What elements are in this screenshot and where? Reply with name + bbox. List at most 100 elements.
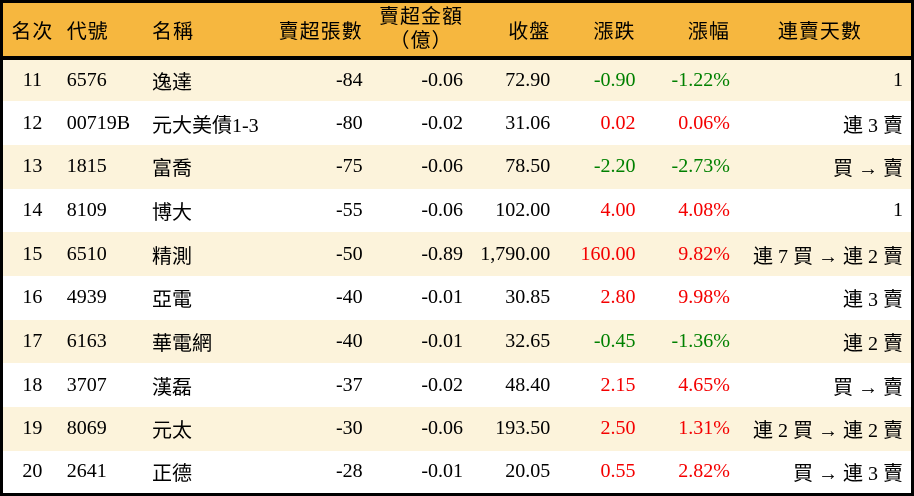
- cell-code: 00719B: [66, 111, 131, 134]
- cell-streak: 買 → 連 3 賣: [793, 463, 903, 486]
- cell-close: 78.50: [505, 155, 551, 178]
- cell-close: 30.85: [505, 286, 551, 309]
- col-header-code: 代號: [61, 1, 147, 60]
- cell-streak: 連 3 賣: [843, 289, 903, 312]
- table-row: 16 4939 亞電 -40 -0.01 30.85 2.80 9.98% 連 3 賣: [1, 275, 913, 320]
- cell-volume: -75: [336, 155, 363, 178]
- cell-change_pct: -2.73%: [671, 155, 730, 178]
- cell-close: 72.90: [505, 68, 551, 91]
- cell-change: 0.02: [600, 111, 636, 134]
- cell-rank: 16: [22, 286, 43, 309]
- cell-rank: 14: [22, 198, 43, 221]
- cell-volume: -37: [336, 373, 363, 396]
- col-header-amount-stack: 賣超金額 （億）: [379, 5, 463, 53]
- cell-change_pct: 2.82%: [678, 460, 730, 483]
- cell-code: 6576: [66, 68, 107, 91]
- col-header-amount: 賣超金額 （億）: [367, 1, 468, 60]
- cell-streak: 連 2 賣: [843, 332, 903, 355]
- cell-streak: 連 7 買 → 連 2 賣: [753, 245, 903, 268]
- cell-volume: -84: [336, 68, 363, 91]
- cell-rank: 20: [22, 460, 43, 483]
- cell-change: 2.80: [600, 286, 636, 309]
- cell-streak: 連 2 買 → 連 2 賣: [753, 420, 903, 443]
- cell-change_pct: -1.36%: [671, 329, 730, 352]
- cell-change_pct: -1.22%: [671, 68, 730, 91]
- cell-change: -2.20: [593, 155, 636, 178]
- cell-code: 6163: [66, 329, 107, 352]
- col-header-volume: 賣超張數: [267, 1, 368, 60]
- cell-volume: -55: [336, 198, 363, 221]
- cell-volume: -28: [336, 460, 363, 483]
- cell-name: 亞電: [151, 289, 192, 312]
- col-header-change-pct: 漲幅: [640, 1, 736, 60]
- cell-change: 4.00: [600, 198, 636, 221]
- cell-name: 精測: [151, 245, 192, 268]
- cell-streak: 買 → 賣: [833, 158, 903, 181]
- table-body: 11 6576 逸達 -84 -0.06 72.90 -0.90 -1.22% 1 12 00719…: [1, 57, 913, 495]
- cell-amount: -0.06: [421, 417, 463, 440]
- table-row: 15 6510 精測 -50 -0.89 1,790.00 160.00 9.82% 連 7 買…: [1, 232, 913, 276]
- cell-amount: -0.01: [421, 329, 463, 352]
- cell-code: 4939: [66, 286, 107, 309]
- cell-amount: -0.01: [421, 286, 463, 309]
- cell-rank: 12: [22, 111, 43, 134]
- cell-change: 0.55: [600, 460, 636, 483]
- col-header-streak: 連賣天數: [735, 1, 913, 60]
- cell-amount: -0.02: [421, 373, 463, 396]
- cell-volume: -40: [336, 329, 363, 352]
- cell-rank: 15: [22, 242, 43, 265]
- table-row: 18 3707 漢磊 -37 -0.02 48.40 2.15 4.65% 買 → 賣: [1, 363, 913, 407]
- cell-rank: 19: [22, 417, 43, 440]
- cell-name: 富喬: [151, 158, 192, 181]
- cell-change: 2.15: [600, 373, 636, 396]
- table-row: 19 8069 元太 -30 -0.06 193.50 2.50 1.31% 連 2 買 → 連…: [1, 407, 913, 451]
- table-row: 12 00719B 元大美債1-3 -80 -0.02 31.06 0.02 0.06% 連 3…: [1, 101, 913, 145]
- cell-amount: -0.06: [421, 198, 463, 221]
- cell-change_pct: 0.06%: [678, 111, 730, 134]
- cell-volume: -40: [336, 286, 363, 309]
- cell-close: 1,790.00: [480, 242, 551, 265]
- cell-amount: -0.06: [421, 68, 463, 91]
- cell-rank: 18: [22, 373, 43, 396]
- col-header-close: 收盤: [468, 1, 556, 60]
- cell-streak: 連 3 賣: [843, 114, 903, 137]
- table-row: 14 8109 博大 -55 -0.06 102.00 4.00 4.08% 1: [1, 188, 913, 233]
- table-row: 13 1815 富喬 -75 -0.06 78.50 -2.20 -2.73% 買 → 賣: [1, 144, 913, 189]
- cell-volume: -30: [336, 417, 363, 440]
- table-header: 名次 代號 名稱 賣超張數 賣超金額 （億） 收盤 漲跌 漲幅 連賣天數: [1, 1, 913, 60]
- cell-name: 正德: [151, 463, 192, 486]
- header-row: 名次 代號 名稱 賣超張數 賣超金額 （億） 收盤 漲跌 漲幅 連賣天數: [1, 1, 913, 60]
- cell-name: 華電網: [151, 332, 212, 355]
- col-header-amount-line1: 賣超金額: [379, 6, 463, 29]
- cell-amount: -0.01: [421, 460, 463, 483]
- cell-code: 2641: [66, 460, 107, 483]
- cell-change_pct: 4.08%: [678, 198, 730, 221]
- cell-name: 逸達: [151, 71, 192, 94]
- cell-change: 160.00: [580, 242, 636, 265]
- cell-streak: 買 → 賣: [833, 376, 903, 399]
- col-header-name: 名稱: [146, 1, 268, 60]
- cell-change_pct: 4.65%: [678, 373, 730, 396]
- cell-code: 3707: [66, 373, 107, 396]
- cell-change: -0.90: [593, 68, 636, 91]
- cell-code: 8109: [66, 198, 107, 221]
- cell-close: 193.50: [495, 417, 551, 440]
- cell-rank: 11: [22, 68, 42, 91]
- cell-name: 元太: [151, 420, 192, 443]
- cell-change_pct: 9.98%: [678, 286, 730, 309]
- cell-streak: 1: [893, 68, 903, 91]
- col-header-change: 漲跌: [555, 1, 641, 60]
- cell-streak: 1: [893, 198, 903, 221]
- cell-volume: -50: [336, 242, 363, 265]
- cell-amount: -0.89: [421, 242, 463, 265]
- cell-rank: 17: [22, 329, 43, 352]
- cell-close: 20.05: [505, 460, 551, 483]
- cell-amount: -0.02: [421, 111, 463, 134]
- cell-name: 博大: [151, 201, 192, 224]
- cell-code: 1815: [66, 155, 107, 178]
- cell-name: 漢磊: [151, 376, 192, 399]
- cell-change: 2.50: [600, 417, 636, 440]
- cell-code: 6510: [66, 242, 107, 265]
- cell-rank: 13: [22, 155, 43, 178]
